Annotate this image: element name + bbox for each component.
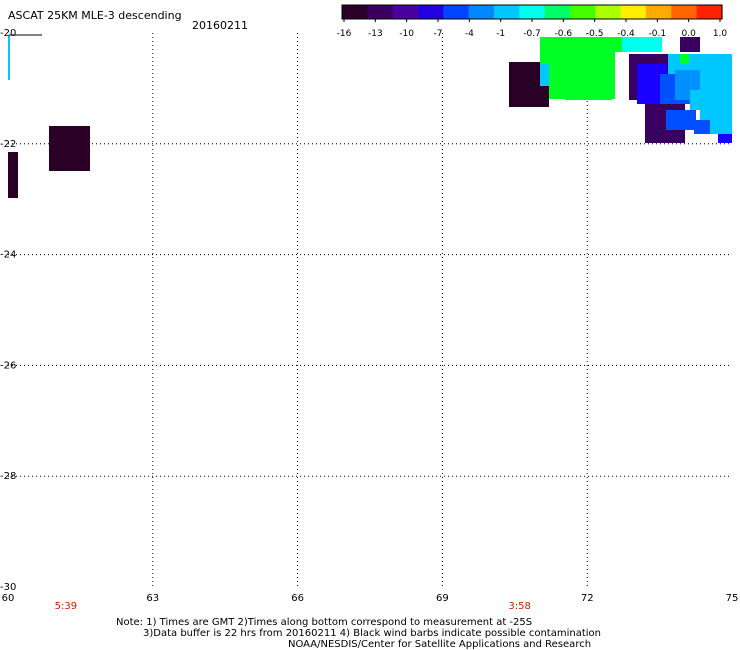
colorbar-label: -7 [434, 29, 443, 39]
map-grid [8, 33, 732, 587]
colorbar-segment [570, 5, 596, 19]
colorbar-label: 0.0 [682, 29, 697, 39]
colorbar-segment [595, 5, 622, 19]
colorbar-label: 1.0 [713, 29, 728, 39]
time-label: 3:58 [508, 601, 530, 612]
wind-cell [613, 37, 622, 52]
note-line-2: 3)Data buffer is 22 hrs from 20160211 4)… [143, 628, 601, 639]
y-tick-label: -24 [0, 250, 16, 261]
note-line-1: Note: 1) Times are GMT 2)Times along bot… [116, 617, 533, 628]
colorbar-segment [342, 5, 368, 19]
colorbar-segment [468, 5, 495, 19]
colorbar-segment [418, 5, 444, 19]
x-tick-label: 66 [291, 593, 304, 604]
wind-cell [49, 126, 90, 171]
colorbar-label: -13 [368, 29, 383, 39]
note-line-3: NOAA/NESDIS/Center for Satellite Applica… [288, 639, 592, 650]
colorbar-label: -0.6 [555, 29, 573, 39]
colorbar-segment [671, 5, 698, 19]
chart-date: 20160211 [192, 19, 248, 32]
time-label: 5:39 [55, 601, 77, 612]
colorbar-segment [367, 5, 394, 19]
wind-cell [694, 120, 710, 134]
colorbar-segment [443, 5, 470, 19]
colorbar-segment [519, 5, 546, 19]
wind-cell [666, 110, 696, 130]
x-tick-label: 72 [581, 593, 594, 604]
wind-cell [540, 64, 549, 86]
colorbar-segment [494, 5, 520, 19]
colorbar-segment [620, 5, 647, 19]
y-tick-label: -28 [0, 471, 16, 482]
x-tick-label: 63 [146, 593, 159, 604]
x-tick-label: 75 [726, 593, 739, 604]
colorbar: -16 -13 -10 -7 -4 -1 -0.7 -0.6 -0.5 -0.4 -0.1 0.0 1.… [337, 4, 728, 39]
colorbar-label: -10 [399, 29, 414, 39]
data-cells [8, 34, 732, 198]
wind-cell [622, 37, 662, 52]
x-tick-label: 69 [436, 593, 449, 604]
colorbar-segment [646, 5, 672, 19]
wind-cell [680, 37, 700, 52]
colorbar-label: -0.5 [586, 29, 604, 39]
axis-labels: 60 63 66 69 72 75 -20 -22 -24 -26 -28 -30 5:39 3:58 [0, 28, 738, 612]
colorbar-segment [392, 5, 419, 19]
wind-cell [565, 84, 612, 100]
colorbar-segment [544, 5, 571, 19]
colorbar-label: -16 [337, 29, 352, 39]
y-tick-label: -30 [0, 582, 16, 593]
plot-area [8, 33, 732, 587]
colorbar-label: -4 [465, 29, 474, 39]
chart-title: ASCAT 25KM MLE-3 descending [8, 9, 182, 22]
x-tick-label: 60 [2, 593, 15, 604]
colorbar-label: -1 [496, 29, 505, 39]
wind-cell [8, 152, 18, 198]
map-frame [8, 33, 732, 587]
wind-cell [718, 134, 732, 143]
wind-cell [540, 37, 615, 64]
colorbar-segment [696, 5, 723, 19]
y-tick-label: -20 [0, 28, 16, 39]
y-tick-label: -26 [0, 360, 16, 371]
wind-cell [680, 54, 689, 64]
colorbar-label: -0.4 [617, 29, 635, 39]
colorbar-label: -0.7 [523, 29, 541, 39]
colorbar-label: -0.1 [649, 29, 667, 39]
y-tick-label: -22 [0, 139, 16, 150]
